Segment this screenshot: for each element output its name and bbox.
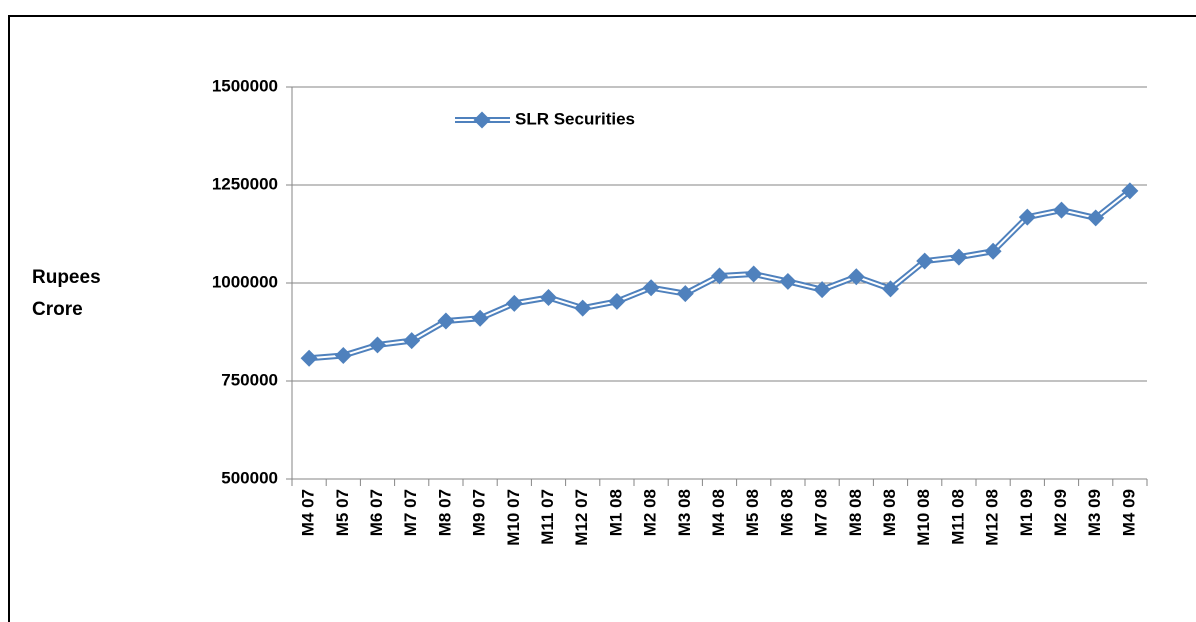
y-tick-label: 1500000 (212, 76, 278, 95)
x-tick-label: M7 08 (812, 489, 831, 536)
data-point (984, 242, 1002, 260)
y-tick-label: 500000 (221, 468, 278, 487)
y-tick-label: 1000000 (212, 272, 278, 291)
x-tick-label: M12 07 (572, 489, 591, 546)
y-tick-label: 750000 (221, 370, 278, 389)
x-tick-label: M12 08 (983, 489, 1002, 546)
x-tick-label: M8 07 (435, 489, 454, 536)
x-tick-label: M2 09 (1051, 489, 1070, 536)
data-point (540, 289, 557, 306)
data-point (505, 294, 523, 312)
data-point (950, 248, 968, 266)
data-point (334, 347, 352, 365)
legend-label: SLR Securities (515, 109, 635, 128)
data-point (403, 332, 421, 350)
data-point (779, 272, 797, 290)
data-point (574, 299, 592, 317)
x-tick-label: M7 07 (401, 489, 420, 536)
x-tick-label: M9 08 (880, 489, 899, 536)
data-point (437, 312, 455, 330)
x-tick-label: M10 08 (914, 489, 933, 546)
data-point (1053, 201, 1070, 219)
x-tick-label: M4 07 (299, 489, 318, 536)
legend-marker (473, 111, 491, 129)
data-point (369, 336, 386, 354)
x-tick-label: M6 08 (777, 489, 796, 536)
x-tick-label: M11 07 (538, 489, 557, 545)
x-tick-label: M11 08 (948, 489, 967, 545)
chart-border (8, 15, 1196, 622)
data-point (711, 267, 728, 285)
data-point (1018, 208, 1036, 226)
x-tick-label: M6 07 (367, 489, 386, 536)
x-tick-label: M5 08 (743, 489, 762, 536)
data-point (745, 265, 763, 283)
x-tick-label: M4 09 (1119, 489, 1138, 536)
x-tick-label: M8 08 (846, 489, 865, 536)
x-tick-label: M1 09 (1017, 489, 1036, 536)
x-tick-label: M1 08 (606, 489, 625, 536)
y-axis-label: Rupees Crore (32, 267, 101, 320)
data-point (471, 309, 489, 327)
data-point (300, 349, 318, 367)
data-point (676, 285, 694, 303)
x-tick-label: M2 08 (641, 489, 660, 536)
data-point (847, 268, 865, 286)
x-tick-label: M3 09 (1085, 489, 1104, 536)
x-tick-label: M4 08 (709, 489, 728, 536)
y-tick-label: 1250000 (212, 174, 278, 193)
x-tick-label: M9 07 (470, 489, 489, 536)
data-point (813, 281, 831, 299)
x-tick-label: M5 07 (333, 489, 352, 536)
data-point (916, 252, 934, 270)
data-point (608, 292, 626, 310)
x-tick-label: M10 07 (504, 489, 523, 546)
data-point (642, 279, 660, 297)
x-tick-label: M3 08 (675, 489, 694, 536)
data-point (882, 280, 899, 298)
